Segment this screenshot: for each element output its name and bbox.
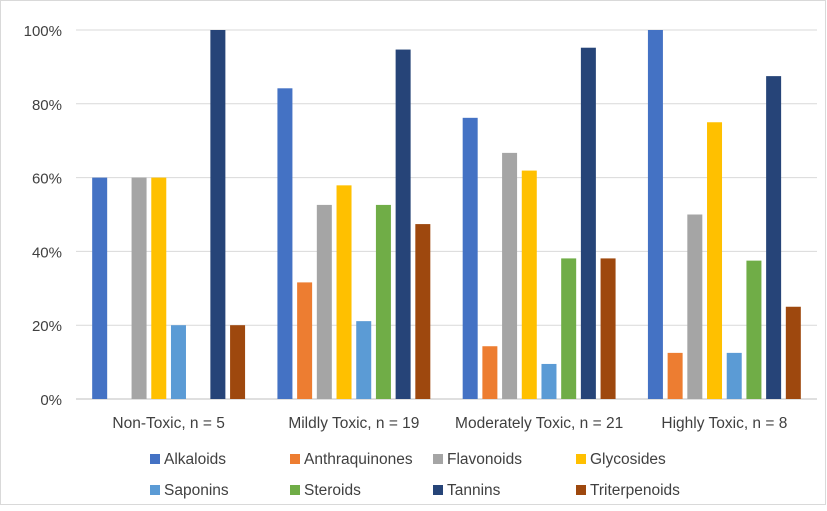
legend-swatch (576, 485, 586, 495)
bar-saponins (356, 321, 372, 399)
bar-triterpenoids (230, 325, 246, 399)
legend-swatch (290, 485, 300, 495)
bar-anthraquinones (482, 346, 498, 399)
legend-label: Anthraquinones (304, 451, 413, 468)
bar-tannins (395, 49, 411, 399)
bar-tannins (580, 47, 596, 399)
bar-alkaloids (462, 117, 478, 400)
bar-alkaloids (92, 177, 108, 399)
bar-steroids (746, 260, 762, 399)
legend: Alkaloids Anthraquinones Flavonoids Glycosi… (150, 451, 680, 499)
bar-saponins (170, 325, 186, 399)
y-tick-label: 60% (32, 171, 62, 188)
y-axis-ticks: 0% 20% 40% 60% 80% 100% (24, 23, 62, 409)
bar-glycosides (707, 122, 723, 399)
legend-item-glycosides: Glycosides (576, 451, 666, 468)
legend-swatch (433, 454, 443, 464)
y-tick-label: 80% (32, 97, 62, 114)
bars (92, 30, 801, 400)
y-tick-label: 40% (32, 244, 62, 261)
legend-item-anthraquinones: Anthraquinones (290, 451, 413, 468)
legend-item-triterpenoids: Triterpenoids (576, 482, 680, 499)
legend-item-flavonoids: Flavonoids (433, 451, 522, 468)
bar-triterpenoids (785, 306, 801, 399)
legend-item-saponins: Saponins (150, 482, 229, 499)
x-tick-label: Mildly Toxic, n = 19 (288, 415, 419, 432)
bar-glycosides (521, 170, 537, 399)
x-tick-label: Moderately Toxic, n = 21 (455, 415, 623, 432)
legend-label: Glycosides (590, 451, 666, 468)
legend-swatch (576, 454, 586, 464)
legend-swatch (150, 454, 160, 464)
bar-flavonoids (131, 177, 147, 399)
y-tick-label: 0% (40, 392, 62, 409)
legend-label: Saponins (164, 482, 229, 499)
bar-glycosides (151, 177, 167, 399)
legend-swatch (290, 454, 300, 464)
bar-anthraquinones (297, 282, 313, 399)
legend-label: Triterpenoids (590, 482, 680, 499)
y-tick-label: 100% (24, 23, 62, 40)
legend-swatch (150, 485, 160, 495)
bar-alkaloids (277, 88, 293, 399)
bar-steroids (561, 258, 577, 399)
legend-label: Alkaloids (164, 451, 226, 468)
bar-flavonoids (316, 204, 332, 399)
x-tick-label: Highly Toxic, n = 8 (661, 415, 787, 432)
x-tick-label: Non-Toxic, n = 5 (112, 415, 224, 432)
legend-label: Flavonoids (447, 451, 522, 468)
bar-steroids (375, 204, 391, 399)
bar-flavonoids (502, 152, 518, 399)
bar-anthraquinones (667, 352, 683, 399)
x-axis-ticks: Non-Toxic, n = 5 Mildly Toxic, n = 19 Mode… (112, 415, 787, 432)
legend-swatch (433, 485, 443, 495)
bar-flavonoids (687, 214, 703, 399)
bar-alkaloids (647, 30, 663, 399)
bar-saponins (726, 352, 742, 399)
y-tick-label: 20% (32, 318, 62, 335)
legend-item-alkaloids: Alkaloids (150, 451, 226, 468)
legend-label: Tannins (447, 482, 501, 499)
legend-item-steroids: Steroids (290, 482, 361, 499)
bar-tannins (766, 76, 782, 399)
bar-triterpenoids (415, 224, 431, 399)
bar-triterpenoids (600, 258, 616, 399)
legend-label: Steroids (304, 482, 361, 499)
bar-saponins (541, 363, 557, 399)
legend-item-tannins: Tannins (433, 482, 501, 499)
bar-glycosides (336, 185, 352, 399)
bar-tannins (210, 30, 226, 399)
